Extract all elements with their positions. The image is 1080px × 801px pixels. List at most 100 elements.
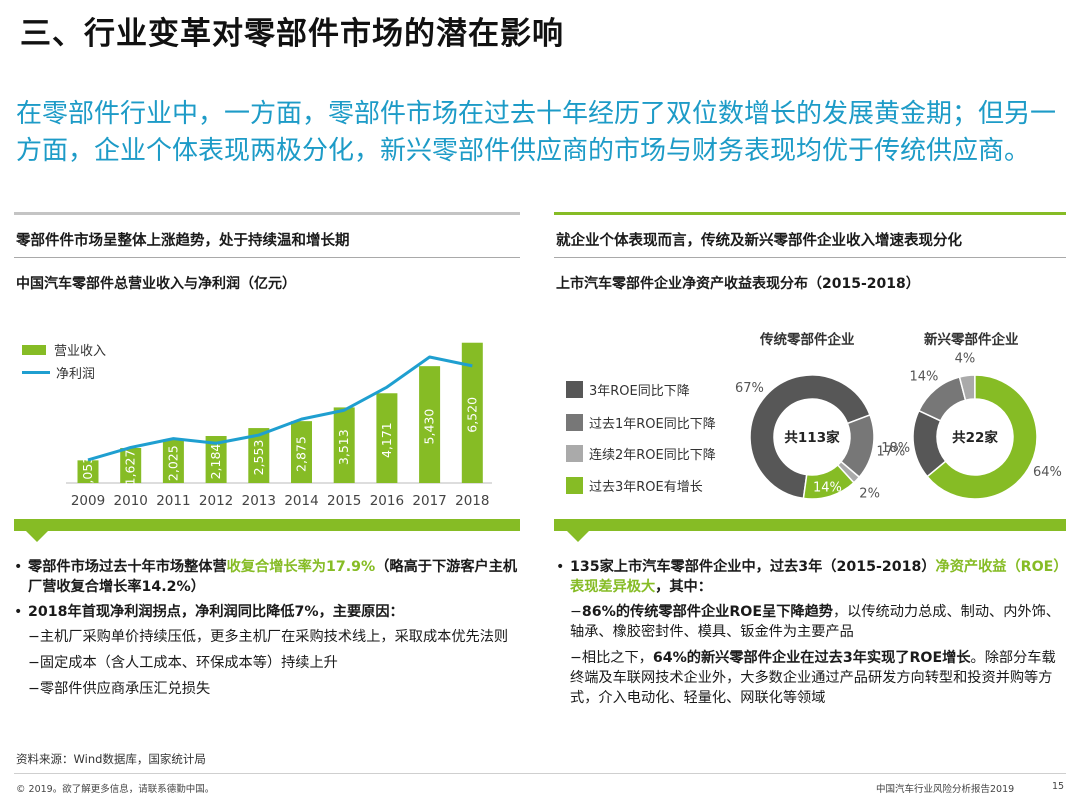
x-tick-label: 2018 — [455, 493, 489, 509]
x-tick-label: 2010 — [114, 493, 148, 509]
legend-revenue: 营业收入 — [22, 340, 106, 359]
pie-legend-swatch-2 — [566, 414, 583, 431]
left-sub-bullet-3: −零部件供应商承压汇兑损失 — [28, 681, 211, 697]
pie-legend-swatch-1 — [566, 381, 583, 398]
x-tick-label: 2015 — [327, 493, 361, 509]
pie-legend-3: 连续2年ROE同比下降 — [566, 444, 716, 463]
bar-value-label: 4,171 — [379, 422, 394, 458]
bullet-dot: • — [14, 559, 23, 575]
bar-value-label: 3,513 — [336, 429, 351, 465]
x-tick-label: 2011 — [156, 493, 190, 509]
bar-revenue — [162, 439, 184, 483]
legend-profit-label: 净利润 — [56, 367, 96, 382]
right-header-divider — [554, 257, 1066, 258]
left-sub-bullet-1: −主机厂采购单价持续压低，更多主机厂在采购技术线上，采取成本优先法则 — [28, 629, 509, 645]
left-bullet-1-text: 零部件市场过去十年市场整体营 — [28, 559, 227, 575]
left-chart-title: 中国汽车零部件总营业收入与净利润（亿元） — [16, 276, 296, 292]
donut-title-traditional: 传统零部件企业 — [760, 332, 855, 348]
pie-legend-4: 过去3年ROE有增长 — [566, 476, 703, 495]
left-bullet-1-highlight: 收复合增长率为17.9% — [226, 559, 376, 575]
donut-slice — [926, 374, 1038, 500]
x-tick-label: 2013 — [242, 493, 276, 509]
bullet-dot: • — [556, 559, 565, 575]
left-section-header: 零部件件市场呈整体上涨趋势，处于持续温和增长期 — [16, 233, 350, 249]
left-divider-arrow — [26, 531, 48, 542]
legend-bar-swatch — [22, 344, 46, 355]
right-bullet-1-highlight: 净资产收益（ROE）表现差异极大 — [570, 559, 1068, 595]
bar-value-label: 2,553 — [251, 440, 266, 476]
bar-revenue — [376, 393, 398, 483]
donut-pct-label: 2% — [859, 487, 880, 502]
footer-page-number: 15 — [1052, 781, 1065, 792]
pie-legend-label-3: 连续2年ROE同比下降 — [589, 448, 716, 463]
right-sub-1-text: ，以传统动力总成、制动、内外饰、轴承、橡胶密封件、模具、钣金件为主要产品 — [570, 604, 1060, 640]
bar-value-label: 2,184 — [208, 444, 223, 480]
right-divider-arrow — [567, 531, 589, 542]
x-tick-label: 2016 — [370, 493, 404, 509]
bar-value-label: 2,875 — [294, 436, 309, 472]
roe-donut-charts: 67% 17% 2% 14% 共113家 18% 14% 4% 64% 共22家 — [735, 352, 1062, 502]
left-bullets: • 零部件市场过去十年市场整体营收复合增长率为17.9%（略高于下游客户主机厂营… — [14, 557, 526, 699]
pie-legend-1: 3年ROE同比下降 — [566, 380, 690, 399]
page-title: 三、行业变革对零部件市场的潜在影响 — [20, 16, 564, 52]
pie-legend-label-1: 3年ROE同比下降 — [589, 384, 690, 399]
right-bullets: • 135家上市汽车零部件企业中，过去3年（2015-2018）净资产收益（RO… — [556, 557, 1068, 708]
bullet-dot: • — [14, 604, 23, 620]
data-source: 资料来源：Wind数据库，国家统计局 — [16, 752, 206, 766]
bar-revenue — [291, 421, 312, 483]
right-section-header: 就企业个体表现而言，传统及新兴零部件企业收入增速表现分化 — [556, 233, 962, 249]
bar-revenue — [248, 428, 270, 483]
pie-legend-2: 过去1年ROE同比下降 — [566, 413, 716, 432]
bar-revenue — [419, 366, 441, 483]
pie-legend-swatch-4 — [566, 477, 583, 494]
legend-profit: 净利润 — [22, 363, 95, 382]
footer-report-name: 中国汽车行业风险分析报告2019 — [876, 784, 1015, 795]
right-top-rule — [554, 212, 1066, 215]
legend-line-swatch — [22, 371, 50, 374]
bar-revenue — [333, 407, 355, 483]
right-sub-2-highlight: 64%的新兴零部件企业在过去3年实现了ROE增长 — [652, 650, 971, 666]
pie-legend-label-4: 过去3年ROE有增长 — [589, 480, 703, 495]
x-tick-label: 2009 — [71, 493, 105, 509]
legend-revenue-label: 营业收入 — [54, 344, 107, 359]
right-sub-2-text: 。除部分车载终端及车联网技术企业外，大多数企业通过产品研发方向转型和投资并购等方… — [570, 650, 1056, 706]
donut-center-label: 共113家 — [784, 429, 840, 446]
donut-slice — [749, 374, 871, 500]
left-divider-bar — [14, 519, 520, 531]
left-bullet-2-text: 2018年首现净利润拐点，净利润同比降低7%，主要原因： — [28, 604, 404, 620]
donut-pct-label: 67% — [735, 381, 764, 396]
footer-copyright: © 2019。欲了解更多信息，请联系德勤中国。 — [16, 784, 215, 795]
pie-legend-swatch-3 — [566, 445, 583, 462]
left-bullet-2: • 2018年首现净利润拐点，净利润同比降低7%，主要原因： — [14, 602, 526, 622]
right-bullet-1-tail: ，其中： — [655, 579, 712, 595]
left-top-rule — [14, 212, 520, 215]
right-sub-1-dash: − — [570, 604, 582, 620]
profit-line — [87, 355, 473, 462]
x-tick-label: 2017 — [412, 493, 446, 509]
headline: 在零部件行业中，一方面，零部件市场在过去十年经历了双位数增长的发展黄金期；但另一… — [16, 99, 1057, 166]
left-sub-bullet-2: −固定成本（含人工成本、环保成本等）持续上升 — [28, 655, 338, 671]
right-chart-title: 上市汽车零部件企业净资产收益表现分布（2015-2018） — [556, 276, 920, 292]
donut-pct-label: 17% — [876, 445, 905, 460]
donut-title-emerging: 新兴零部件企业 — [924, 332, 1019, 348]
footer-divider — [14, 773, 1066, 774]
bar-value-label: 2,025 — [165, 445, 180, 481]
x-tick-label: 2012 — [199, 493, 233, 509]
right-sub-1-highlight: 86%的传统零部件企业ROE呈下降趋势 — [581, 604, 833, 620]
left-header-divider — [14, 257, 520, 258]
bar-revenue — [77, 460, 99, 483]
right-bullet-1: • 135家上市汽车零部件企业中，过去3年（2015-2018）净资产收益（RO… — [556, 557, 1068, 597]
bar-value-label: 1,053 — [80, 456, 95, 492]
right-sub-bullet-2: −相比之下，64%的新兴零部件企业在过去3年实现了ROE增长。除部分车载终端及车… — [570, 648, 1068, 708]
bar-revenue — [205, 436, 227, 483]
pie-legend-label-2: 过去1年ROE同比下降 — [589, 417, 716, 432]
bar-revenue — [461, 342, 483, 483]
x-tick-label: 2014 — [284, 493, 318, 509]
left-bullet-1: • 零部件市场过去十年市场整体营收复合增长率为17.9%（略高于下游客户主机厂营… — [14, 557, 526, 597]
bar-value-label: 6,520 — [464, 397, 479, 433]
donut-pct-label: 64% — [1033, 465, 1062, 480]
right-bullet-1-text: 135家上市汽车零部件企业中，过去3年（2015-2018） — [570, 559, 936, 575]
bar-value-label: 1,627 — [123, 450, 138, 486]
donut-pct-label: 14% — [909, 369, 938, 384]
